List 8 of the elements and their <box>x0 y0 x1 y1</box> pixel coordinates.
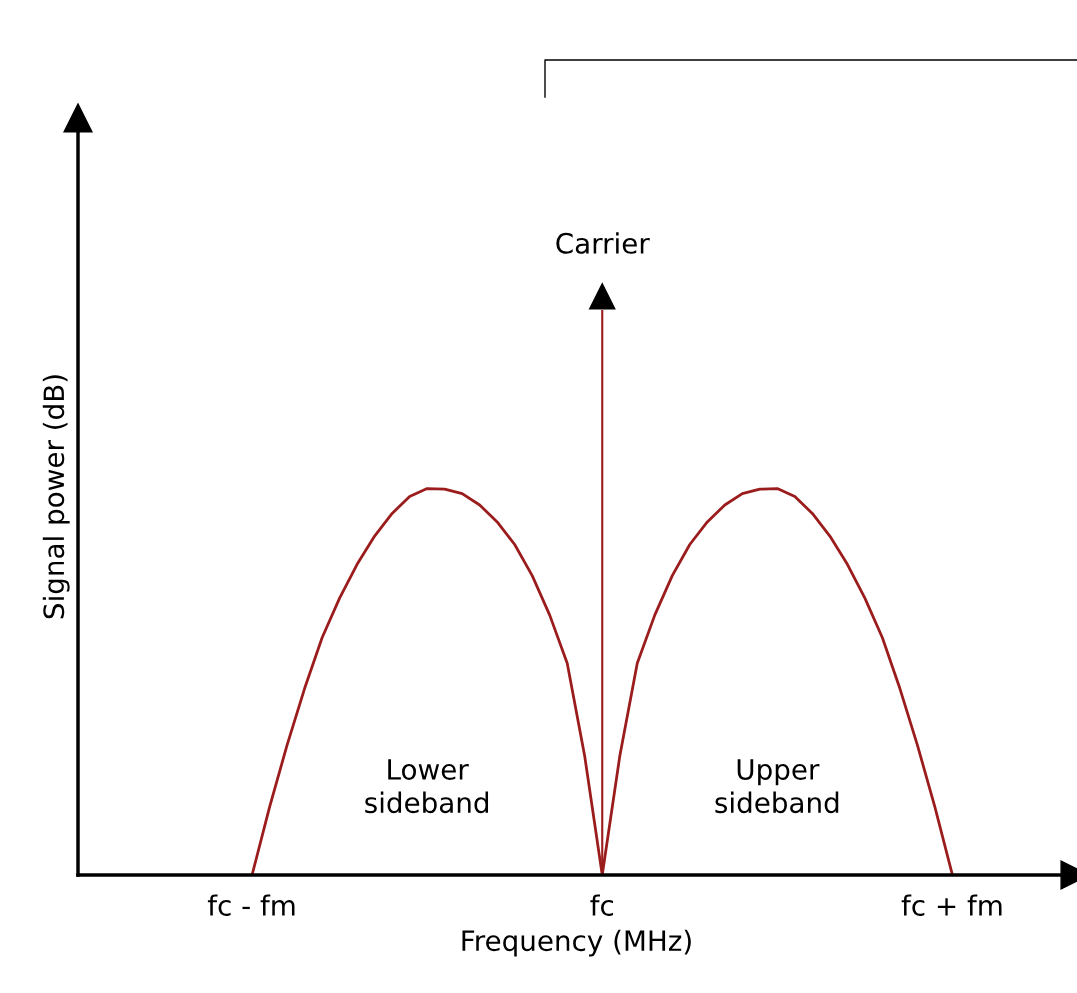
text: Carrier <box>556 232 650 254</box>
x-tick-label: fc <box>590 894 614 916</box>
x-axis-title: Frequency (MHz) <box>462 929 691 957</box>
text: Upper sideband <box>715 759 839 814</box>
text: Lower sideband <box>365 759 489 814</box>
y-axis-title: Signal power (dB) <box>42 375 70 619</box>
x-tick-label: fc + fm <box>901 894 1002 916</box>
x-tick-label: fc - fm <box>207 894 295 916</box>
